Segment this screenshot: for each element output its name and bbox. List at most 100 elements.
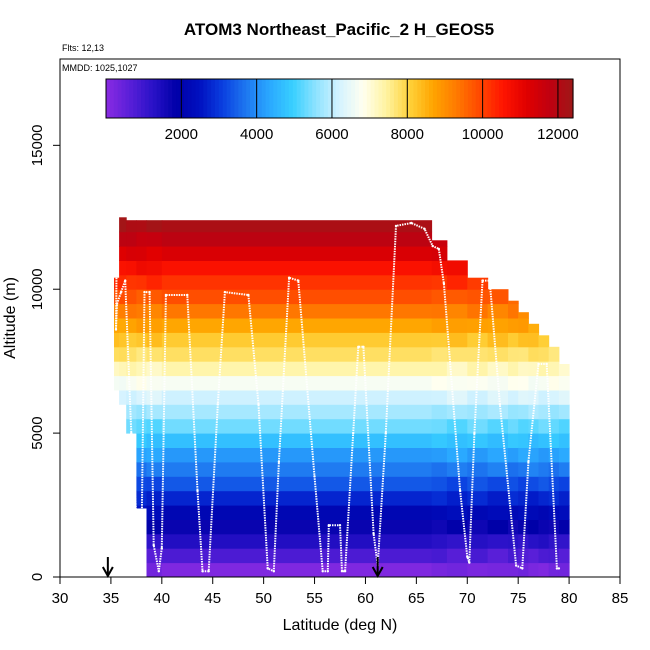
curtain-cell (161, 274, 433, 290)
curtain-cell (467, 404, 489, 420)
curtain-cell (518, 318, 529, 333)
colorbar-segment (133, 79, 138, 118)
curtain-cell (528, 533, 540, 549)
curtain-cell (467, 289, 489, 305)
colorbar-segment (393, 79, 399, 118)
y-tick-label: 10000 (29, 268, 46, 310)
colorbar-segment (502, 79, 508, 118)
curtain-cell (518, 490, 529, 506)
curtain-cell (528, 332, 540, 348)
colorbar-segment (222, 79, 228, 118)
flight-track-point (186, 293, 189, 297)
curtain-cell (119, 217, 127, 233)
colorbar-segment (541, 79, 547, 118)
curtain-cell (508, 332, 519, 348)
colorbar-segment (483, 79, 488, 118)
curtain-cell (487, 476, 509, 492)
curtain-cell (446, 274, 468, 290)
flight-track-point (130, 431, 133, 435)
colorbar-segment (172, 79, 177, 118)
curtain-cell (467, 389, 489, 405)
curtain-cell (146, 332, 163, 348)
curtain-cell (518, 533, 529, 549)
flight-track-point (410, 221, 413, 225)
curtain-cell (119, 246, 127, 261)
colorbar-segment (456, 79, 461, 118)
colorbar-segment (452, 79, 457, 118)
curtain-cell (508, 447, 519, 463)
colorbar-segment (300, 79, 306, 118)
curtain-cell (538, 519, 550, 535)
colorbar-segment (316, 79, 321, 118)
curtain-cell (518, 562, 529, 578)
colorbar-segment (413, 79, 418, 118)
curtain-cell (558, 461, 570, 477)
curtain-cell (558, 364, 570, 376)
curtain-cell (431, 461, 448, 477)
flight-track-point (514, 564, 518, 567)
flight-track-point (119, 290, 123, 294)
colorbar-segment (214, 79, 220, 118)
colorbar-segment (425, 79, 430, 118)
flight-track-point (321, 570, 324, 573)
x-tick-label: 45 (204, 590, 221, 607)
curtain-cell (538, 461, 550, 477)
curtain-cell (446, 505, 468, 520)
curtain-cell (161, 548, 433, 564)
colorbar-segment (292, 79, 298, 118)
colorbar-segment (323, 79, 329, 118)
curtain-cell (467, 562, 489, 578)
curtain-cell (446, 332, 468, 348)
colorbar-segment (499, 79, 504, 118)
curtain-cell (538, 389, 550, 405)
curtain-cell (467, 361, 489, 377)
colorbar-segment (137, 79, 142, 118)
colorbar-segment (179, 79, 185, 118)
curtain-cell (508, 519, 519, 535)
colorbar-segment (257, 79, 263, 118)
colorbar-segment (160, 79, 165, 118)
flight-track-point (555, 567, 559, 570)
colorbar-segment (148, 79, 154, 118)
curtain-cell (558, 548, 570, 564)
curtain-cell (161, 260, 433, 276)
flight-track-point (136, 532, 139, 535)
curtain-cell (487, 418, 509, 434)
curtain-cell (161, 433, 433, 448)
curtain-cell (538, 404, 550, 420)
curtain-cell (136, 220, 148, 233)
colorbar-segment (405, 79, 411, 118)
curtain-cell (548, 447, 560, 463)
curtain-cell (518, 404, 529, 420)
curtain-cell (446, 346, 468, 362)
curtain-cell (538, 490, 550, 506)
curtain-cell (467, 505, 489, 520)
curtain-cell (431, 533, 448, 549)
curtain-cell (136, 260, 148, 276)
curtain-cell (487, 505, 509, 520)
flight-track-point (488, 279, 491, 282)
colorbar-segment (378, 79, 383, 118)
colorbar-segment (152, 79, 158, 118)
flight-track-point (473, 431, 476, 435)
flight-track-point (297, 279, 300, 282)
flight-track-point (164, 293, 168, 297)
curtain-cell (446, 519, 468, 535)
colorbar-segment (557, 79, 562, 118)
curtain-cell (558, 490, 570, 506)
curtain-cell (136, 231, 148, 247)
flight-track-point (394, 224, 398, 228)
flight-track-point (481, 279, 484, 282)
curtain-cell (446, 260, 468, 276)
flight-track-point (326, 570, 329, 573)
curtain-cell (161, 389, 433, 405)
colorbar-segment (491, 79, 496, 118)
flight-track-point (458, 489, 462, 492)
curtain-cell (528, 562, 540, 578)
curtain-cell (467, 303, 489, 319)
flight-track-point (527, 460, 530, 464)
curtain-cell (161, 447, 433, 463)
curtain-cell (119, 289, 127, 305)
curtain-cell (126, 274, 137, 290)
colorbar-tick-label: 6000 (315, 126, 348, 143)
